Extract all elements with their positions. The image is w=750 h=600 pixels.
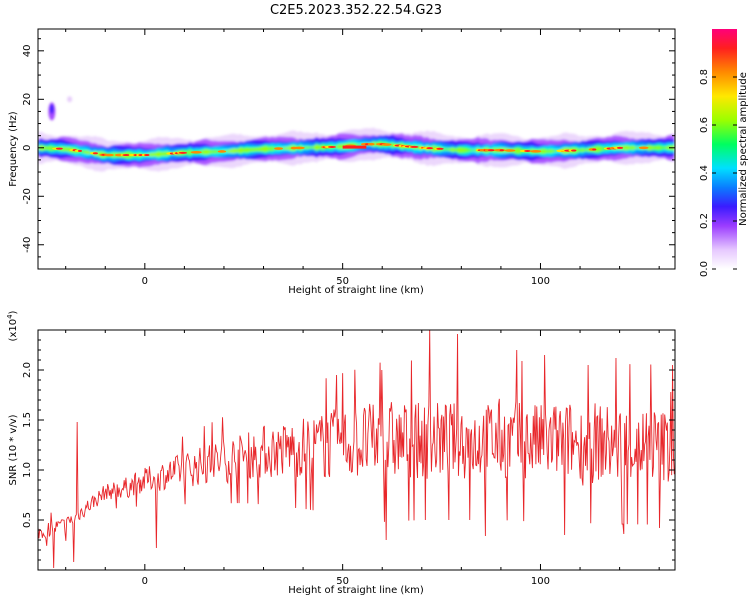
spectrogram-hotspot bbox=[190, 150, 202, 154]
colorbar-tick-label: 0.4 bbox=[699, 165, 710, 181]
spectrogram-hotspot bbox=[571, 149, 577, 152]
spectrogram-panel: 0 50 100 -40 -20 0 20 40 Height of straight li… bbox=[8, 28, 676, 296]
spectrogram-band-layer bbox=[38, 139, 675, 161]
spectrogram-hotspot bbox=[530, 149, 542, 153]
spectrogram-band bbox=[38, 96, 675, 172]
snr-y-tick-label: 2.0 bbox=[22, 362, 33, 378]
spectrogram-y-tick-label: -40 bbox=[22, 237, 33, 253]
spectrogram-frame bbox=[37, 28, 676, 270]
colorbar-tick-label: 0.0 bbox=[699, 261, 710, 277]
snr-y-tick-label: 1.0 bbox=[22, 462, 33, 478]
spectrogram-hotspot bbox=[327, 145, 336, 148]
spectrogram-hotspot bbox=[616, 146, 624, 149]
spectrogram-y-ticks: -40 -20 0 20 40 bbox=[22, 38, 675, 270]
spectrogram-hotspot bbox=[144, 154, 150, 157]
spectrogram-x-label: Height of straight line (km) bbox=[288, 285, 424, 296]
spectrogram-hotspot bbox=[178, 151, 188, 154]
spectrogram-hotspot bbox=[92, 152, 98, 155]
spectrogram-y-tick-label: 20 bbox=[22, 93, 33, 106]
chart-title: C2E5.2023.352.22.54.G23 bbox=[270, 3, 442, 18]
snr-y-label: SNR (10 * v/v) bbox=[8, 414, 19, 485]
snr-y-tick-label: 1.5 bbox=[22, 412, 33, 428]
snr-y-tick-label: 0.5 bbox=[22, 512, 33, 528]
snr-plot-area bbox=[38, 330, 675, 570]
snr-panel: 0 50 100 0.5 1.0 1.5 2.0 Height of straight l… bbox=[6, 310, 676, 596]
spectrogram-hotspot bbox=[293, 146, 305, 150]
spectrogram-hotspot bbox=[77, 149, 82, 152]
spectrogram-hotspot bbox=[409, 145, 419, 148]
spectrogram-x-tick-label: 50 bbox=[336, 276, 349, 287]
spectrogram-hotspot bbox=[103, 153, 114, 157]
snr-series-line bbox=[38, 330, 675, 569]
spectrogram-hotspot bbox=[55, 147, 63, 150]
colorbar-ticks: 0.0 0.2 0.4 0.6 0.8 bbox=[699, 69, 737, 277]
spectrogram-y-tick-label: 0 bbox=[22, 145, 33, 151]
spectrogram-x-ticks: 0 50 100 bbox=[65, 29, 660, 287]
colorbar-tick-label: 0.6 bbox=[699, 117, 710, 133]
snr-x-tick-label: 0 bbox=[142, 576, 148, 587]
spectrogram-y-label: Frequency (Hz) bbox=[8, 111, 19, 187]
spectrogram-hotspot bbox=[122, 154, 131, 157]
spectrogram-y-tick-label: -20 bbox=[22, 188, 33, 204]
spectrogram-hotspot bbox=[638, 146, 649, 150]
colorbar-tick-label: 0.8 bbox=[699, 69, 710, 85]
snr-x-tick-label: 50 bbox=[336, 576, 349, 587]
spectrogram-hotspot bbox=[367, 142, 375, 146]
snr-x-ticks: 0 50 100 bbox=[65, 330, 660, 587]
spectrogram-hotspot bbox=[342, 145, 367, 149]
spectrogram-x-tick-label: 100 bbox=[531, 276, 550, 287]
spectrogram-hotspots bbox=[52, 142, 649, 157]
colorbar-gradient bbox=[712, 29, 737, 269]
spectrogram-patch bbox=[49, 104, 54, 114]
snr-x-label: Height of straight line (km) bbox=[288, 585, 424, 596]
colorbar-tick-label: 0.2 bbox=[699, 213, 710, 229]
spectrogram-hotspot bbox=[436, 147, 444, 150]
spectrogram-hotspot bbox=[524, 149, 531, 152]
spectrogram-x-tick-label: 0 bbox=[142, 276, 148, 287]
colorbar: 0.0 0.2 0.4 0.6 0.8 Normalized spectral ampl… bbox=[699, 29, 749, 277]
spectrogram-hotspot bbox=[592, 148, 597, 151]
spectrogram-patch bbox=[67, 96, 73, 103]
snr-scale-label: (x104) bbox=[6, 310, 19, 341]
spectrogram-band-layer bbox=[38, 137, 675, 163]
spectrogram-hotspot bbox=[426, 147, 434, 150]
spectrogram-y-tick-label: 40 bbox=[22, 44, 33, 57]
spectrogram-hotspot bbox=[487, 149, 496, 152]
snr-y-ticks: 0.5 1.0 1.5 2.0 bbox=[22, 339, 675, 561]
spectrogram-hotspot bbox=[274, 147, 284, 150]
snr-x-tick-label: 100 bbox=[531, 576, 550, 587]
colorbar-label: Normalized spectral amplitude bbox=[738, 72, 749, 226]
spectrogram-hotspot bbox=[217, 150, 227, 153]
spectrogram-hotspot bbox=[499, 149, 504, 152]
spectrogram-hotspot bbox=[381, 143, 392, 146]
spectrogram-band-layer bbox=[38, 141, 675, 158]
spectrogram-hotspot bbox=[504, 149, 516, 152]
